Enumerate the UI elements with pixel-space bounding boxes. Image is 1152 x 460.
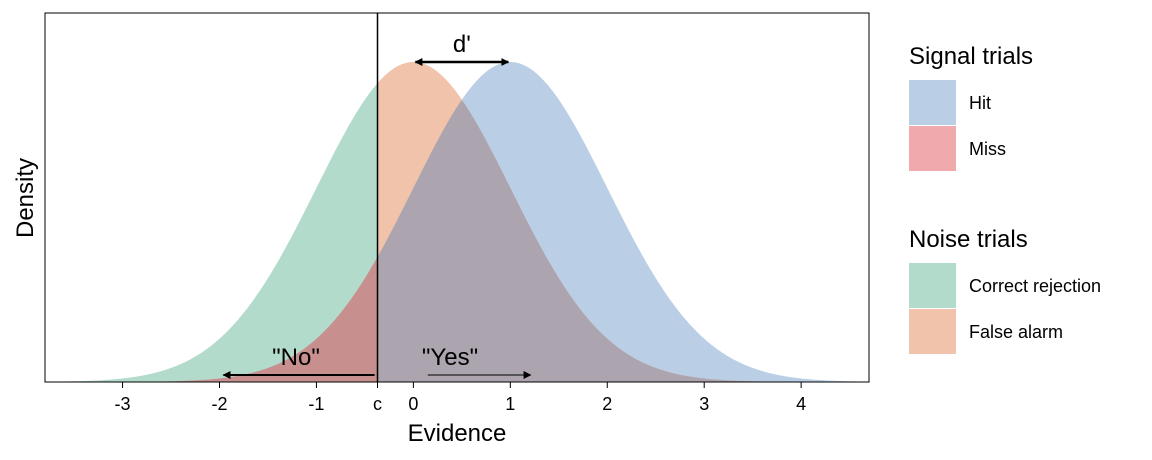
legend-swatch — [909, 80, 956, 125]
annotations: d' "No" "Yes" — [222, 31, 532, 379]
x-tick-label: 2 — [602, 394, 612, 414]
x-tick-label: c — [373, 394, 382, 414]
legend-item-label: False alarm — [969, 322, 1063, 342]
y-axis-label: Density — [12, 158, 39, 238]
plot-border — [44, 12, 870, 383]
no-label: "No" — [272, 344, 320, 371]
legend: Signal trials Hit Miss Noise trials Correct … — [909, 43, 1101, 354]
hit-false-alarm-overlap-area — [377, 100, 869, 383]
dprime-label: d' — [453, 31, 471, 58]
plot-area — [45, 13, 869, 383]
x-tick-label: -1 — [308, 394, 324, 414]
x-tick-label: 0 — [408, 394, 418, 414]
legend-item-label: Miss — [969, 139, 1006, 159]
legend-swatch — [909, 263, 956, 308]
legend-swatch — [909, 309, 956, 354]
legend-swatch — [909, 126, 956, 171]
correct-rejection-area — [45, 83, 378, 383]
x-axis: -3 -2 -1 c 0 1 2 3 4 — [115, 382, 806, 414]
x-tick-label: -3 — [115, 394, 131, 414]
miss-overlap-area — [45, 256, 378, 382]
x-tick-label: 4 — [796, 394, 806, 414]
x-tick-label: 1 — [505, 394, 515, 414]
legend-title: Signal trials — [909, 43, 1033, 70]
x-tick-label: -2 — [211, 394, 227, 414]
legend-title: Noise trials — [909, 226, 1028, 253]
yes-label: "Yes" — [422, 344, 478, 371]
legend-item-label: Correct rejection — [969, 276, 1101, 296]
x-axis-label: Evidence — [408, 420, 507, 447]
legend-item-label: Hit — [969, 93, 991, 113]
x-tick-label: 3 — [699, 394, 709, 414]
